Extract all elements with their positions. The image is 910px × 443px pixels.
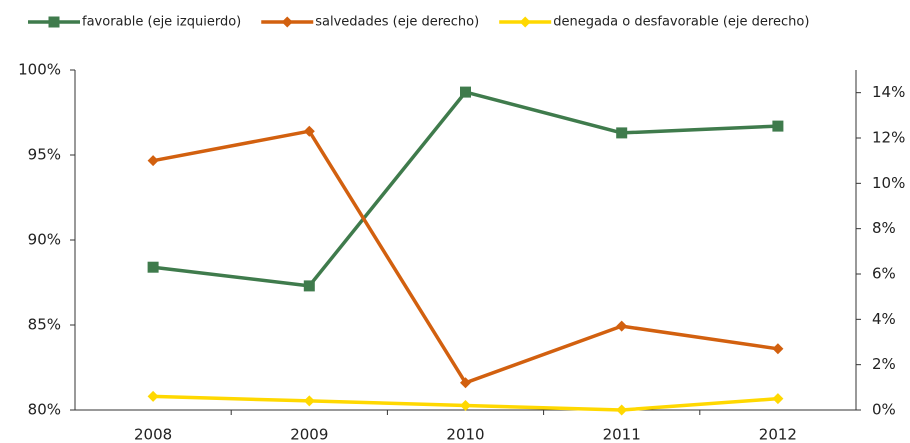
legend-label: salvedades (eje derecho) (315, 15, 479, 30)
y2-tick-label: 14% (872, 83, 905, 101)
data-point (772, 343, 784, 355)
x-tick-label: 2009 (290, 426, 328, 443)
data-point (460, 86, 471, 98)
series-line (152, 90, 778, 288)
legend-marker (281, 16, 293, 28)
data-point (147, 155, 159, 167)
y2-tick-label: 2% (872, 355, 896, 373)
data-point (772, 393, 784, 405)
legend-marker (519, 16, 531, 28)
y2-tick-label: 10% (872, 174, 905, 192)
y-tick-label: 100% (18, 61, 61, 79)
x-tick-label: 2008 (134, 426, 172, 443)
data-point (616, 404, 628, 416)
legend-label: denegada o desfavorable (eje derecho) (553, 15, 809, 30)
data-point (147, 390, 159, 402)
legend-label: favorable (eje izquierdo) (82, 15, 241, 30)
data-point (616, 127, 628, 139)
x-tick-label: 2011 (603, 426, 641, 443)
y2-tick-label: 8% (872, 219, 896, 237)
y-tick-label: 85% (28, 316, 61, 334)
y2-tick-label: 6% (872, 265, 896, 283)
y-tick-label: 95% (28, 146, 61, 164)
y2-tick-label: 12% (872, 129, 905, 147)
y-tick-label: 90% (28, 231, 61, 249)
data-point (303, 125, 315, 137)
legend-marker (48, 16, 60, 28)
data-point (303, 395, 315, 407)
data-point (616, 320, 628, 332)
data-point (460, 377, 471, 389)
data-point (460, 399, 471, 411)
x-tick-label: 2012 (759, 426, 797, 443)
data-point (303, 280, 315, 292)
x-tick-label: 2010 (446, 426, 484, 443)
series-line (152, 129, 779, 385)
y-tick-label: 80% (28, 401, 61, 419)
data-point (772, 120, 784, 132)
y2-tick-label: 4% (872, 310, 896, 328)
y2-tick-label: 0% (872, 401, 896, 419)
data-point (147, 261, 159, 273)
